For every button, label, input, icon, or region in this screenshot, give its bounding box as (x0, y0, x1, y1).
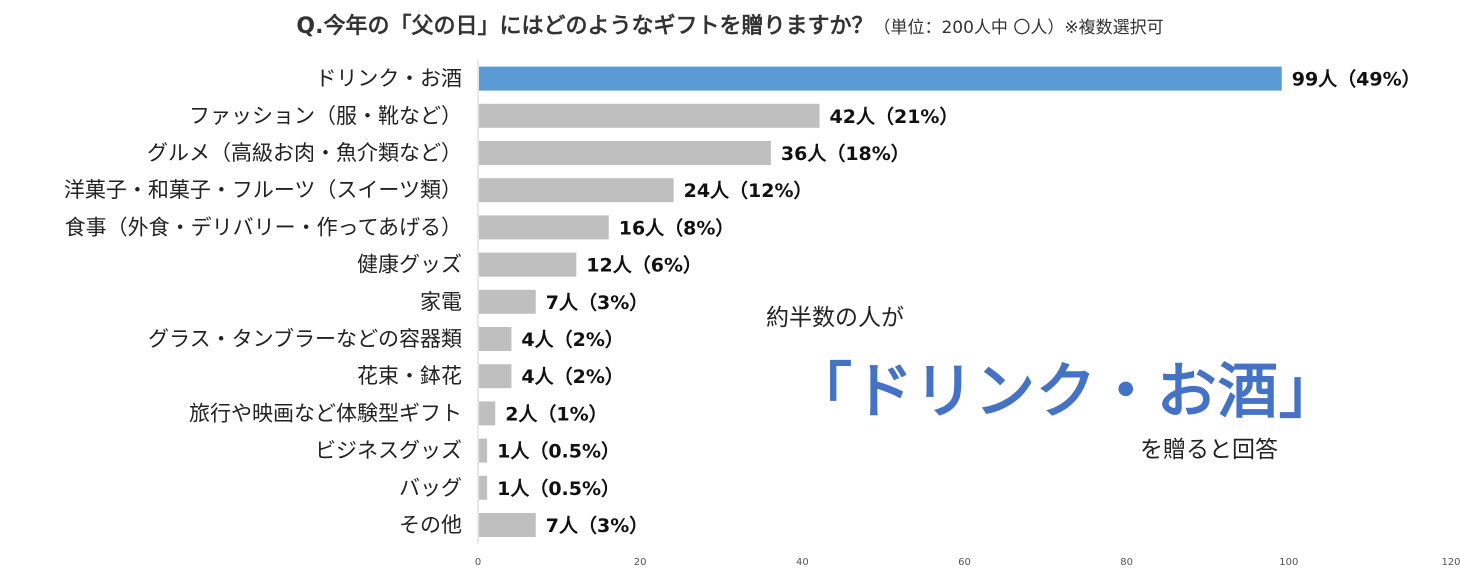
bar (479, 475, 488, 500)
bar (479, 178, 674, 203)
bar (479, 103, 820, 128)
bar (479, 66, 1282, 91)
chart-title-main: Q.今年の「父の日」にはどのようなギフトを贈りますか？ (296, 14, 874, 39)
bar (479, 327, 512, 351)
data-label: 4人（2%） (521, 365, 623, 388)
chart-title: Q.今年の「父の日」にはどのようなギフトを贈りますか？（単位：200人中 〇人）… (0, 8, 1460, 40)
category-label: グラス・タンブラーなどの容器類 (148, 327, 462, 351)
data-label: 4人（2%） (521, 328, 623, 351)
data-label: 1人（0.5%） (497, 477, 620, 500)
x-tick-label: 20 (634, 557, 647, 568)
data-label: 24人（12%） (684, 179, 813, 202)
data-label: 42人（21%） (830, 105, 959, 128)
data-label: 36人（18%） (781, 142, 910, 165)
data-label: 16人（8%） (619, 216, 735, 239)
category-label: ファッション（服・靴など） (189, 104, 462, 128)
category-label: グルメ（高級お肉・魚介類など） (147, 141, 462, 165)
data-label: 12人（6%） (586, 254, 702, 277)
category-label: バッグ (399, 476, 462, 500)
category-label: 洋菓子・和菓子・フルーツ（スイーツ類） (64, 178, 462, 202)
category-label: ビジネスグッズ (315, 439, 462, 463)
annotation-highlight: 「ドリンク・お酒」 (792, 357, 1340, 427)
bar (479, 215, 609, 240)
annotation-line-1: 約半数の人が (766, 305, 904, 331)
bar (479, 401, 496, 426)
category-label: 花束・鉢花 (357, 364, 462, 388)
annotation-line-3: を贈ると回答 (1140, 437, 1278, 463)
category-label: 健康グッズ (357, 253, 462, 277)
data-label: 7人（3%） (546, 514, 648, 537)
bar (479, 513, 536, 537)
bar (479, 438, 488, 463)
bar (479, 252, 577, 277)
data-label: 7人（3%） (546, 291, 648, 314)
data-label: 99人（49%） (1292, 68, 1421, 91)
category-label: 食事（外食・デリバリー・作ってあげる） (65, 215, 462, 239)
x-tick-label: 60 (958, 557, 971, 568)
x-tick-label: 80 (1120, 557, 1133, 568)
x-tick-label: 100 (1279, 557, 1298, 568)
category-label: 家電 (420, 290, 462, 314)
category-label: 旅行や映画など体験型ギフト (189, 401, 462, 425)
chart-title-sub: （単位：200人中 〇人）※複数選択可 (873, 18, 1164, 38)
data-label: 1人（0.5%） (497, 440, 620, 463)
bar (479, 289, 536, 314)
x-tick-label: 120 (1441, 557, 1460, 568)
category-label: ドリンク・お酒 (315, 67, 462, 91)
data-label: 2人（1%） (505, 402, 607, 425)
x-tick-label: 0 (475, 557, 481, 568)
bar (479, 141, 771, 165)
bar (479, 364, 512, 389)
x-tick-label: 40 (796, 557, 809, 568)
category-label: その他 (399, 513, 462, 537)
